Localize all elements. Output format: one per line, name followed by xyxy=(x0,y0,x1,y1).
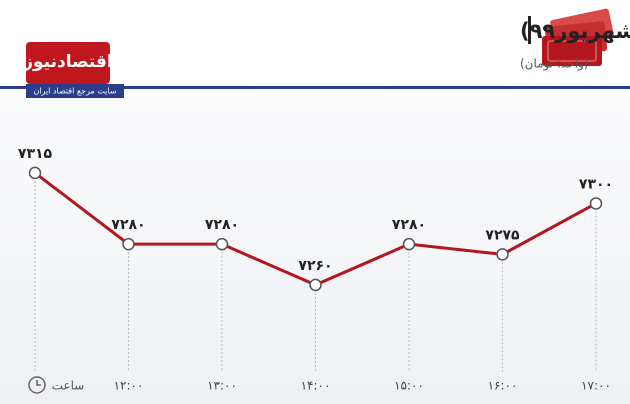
x-tick-label: ۱۶:۰۰ xyxy=(488,379,518,393)
point xyxy=(122,237,135,251)
x-tick-label: ۱۷:۰۰ xyxy=(581,379,611,393)
logo-text: اقتصادنیوز xyxy=(22,52,113,72)
x-tick-label: ۱۲:۰۰ xyxy=(114,379,144,393)
x-tick-label: ۱۴:۰۰ xyxy=(301,379,331,393)
logo-box xyxy=(26,42,110,84)
value-label: ۷۳۱۵ xyxy=(18,146,53,162)
chart-subtitle: (واحد: تومان) xyxy=(520,57,589,72)
clock-hands xyxy=(36,380,41,386)
banknote-icon xyxy=(542,8,614,66)
value-label: ۷۲۸۰ xyxy=(205,217,239,233)
value-label: ۷۲۶۰ xyxy=(298,258,332,274)
clock-icon xyxy=(28,376,46,394)
point xyxy=(496,248,509,261)
point xyxy=(589,197,603,210)
title-bar xyxy=(528,16,531,44)
point xyxy=(309,278,322,292)
value-label: ۷۲۷۵ xyxy=(485,227,520,243)
logo-tagline-bg xyxy=(26,84,124,98)
value-label: ۷۲۸۰ xyxy=(392,217,426,233)
point xyxy=(402,237,416,251)
point xyxy=(215,237,229,251)
x-tick-label: ۱۵:۰۰ xyxy=(394,379,424,393)
chart-title: روند بهای درهم (شنبه ۲۹ شهریور۹۹) xyxy=(520,19,630,43)
value-label: ۷۲۸۰ xyxy=(111,217,145,233)
x-tick-label: ۱۳:۰۰ xyxy=(207,379,237,393)
logo-tagline: سایت مرجع اقتصاد ایران xyxy=(33,87,116,96)
point xyxy=(28,166,42,180)
x-axis-label: ساعت xyxy=(52,379,85,393)
header-rule xyxy=(0,86,630,89)
value-label: ۷۳۰۰ xyxy=(579,176,613,192)
